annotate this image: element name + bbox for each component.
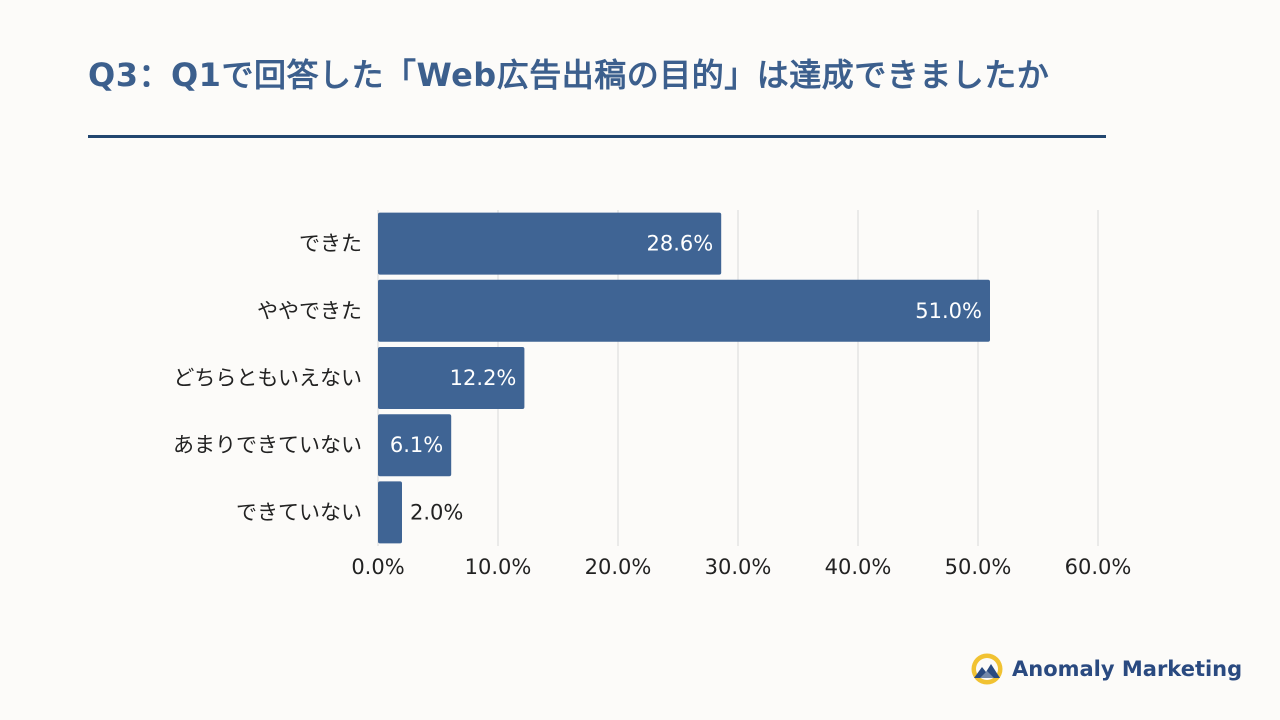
x-axis-tick-labels: 0.0% 10.0% 20.0% 30.0% 40.0% 50.0% 60.0% [351, 555, 1131, 579]
title-underline [88, 135, 1106, 138]
bar-dochira-tomo [378, 347, 525, 409]
category-label-dekite-inai: できていない [236, 500, 362, 524]
x-tick-label-10: 10.0% [465, 555, 532, 579]
bars [378, 212, 990, 544]
value-labels: 28.6% 51.0% 12.2% 6.1% 2.0% [390, 232, 982, 525]
value-label-amari-dekite-inai: 6.1% [390, 433, 443, 457]
brand-logo: Anomaly Marketing [970, 652, 1242, 686]
x-tick-label-40: 40.0% [825, 555, 892, 579]
brand-name: Anomaly Marketing [1012, 657, 1243, 681]
value-label-dekita: 28.6% [646, 232, 713, 256]
x-tick-label-60: 60.0% [1065, 555, 1132, 579]
mountain-sun-logo-icon [971, 653, 1003, 685]
bar-yaya-dekita [378, 279, 990, 342]
bar-dekite-inai [378, 481, 402, 544]
bar-amari-dekite-inai [378, 414, 452, 477]
x-tick-label-30: 30.0% [705, 555, 772, 579]
x-tick-label-0: 0.0% [351, 555, 404, 579]
bar-dekita [378, 212, 722, 275]
category-label-yaya-dekita: ややできた [257, 299, 362, 323]
x-tick-label-20: 20.0% [585, 555, 652, 579]
category-label-dochira-tomo: どちらともいえない [173, 366, 362, 390]
value-label-dekite-inai: 2.0% [410, 500, 463, 524]
category-label-dekita: できた [299, 232, 362, 256]
value-label-yaya-dekita: 51.0% [915, 299, 982, 323]
chart-title: Q3：Q1で回答した「Web広告出稿の目的」は達成できましたか [88, 56, 1050, 94]
value-label-dochira-tomo: 12.2% [450, 366, 517, 390]
category-label-amari-dekite-inai: あまりできていない [173, 433, 362, 457]
x-tick-label-50: 50.0% [945, 555, 1012, 579]
